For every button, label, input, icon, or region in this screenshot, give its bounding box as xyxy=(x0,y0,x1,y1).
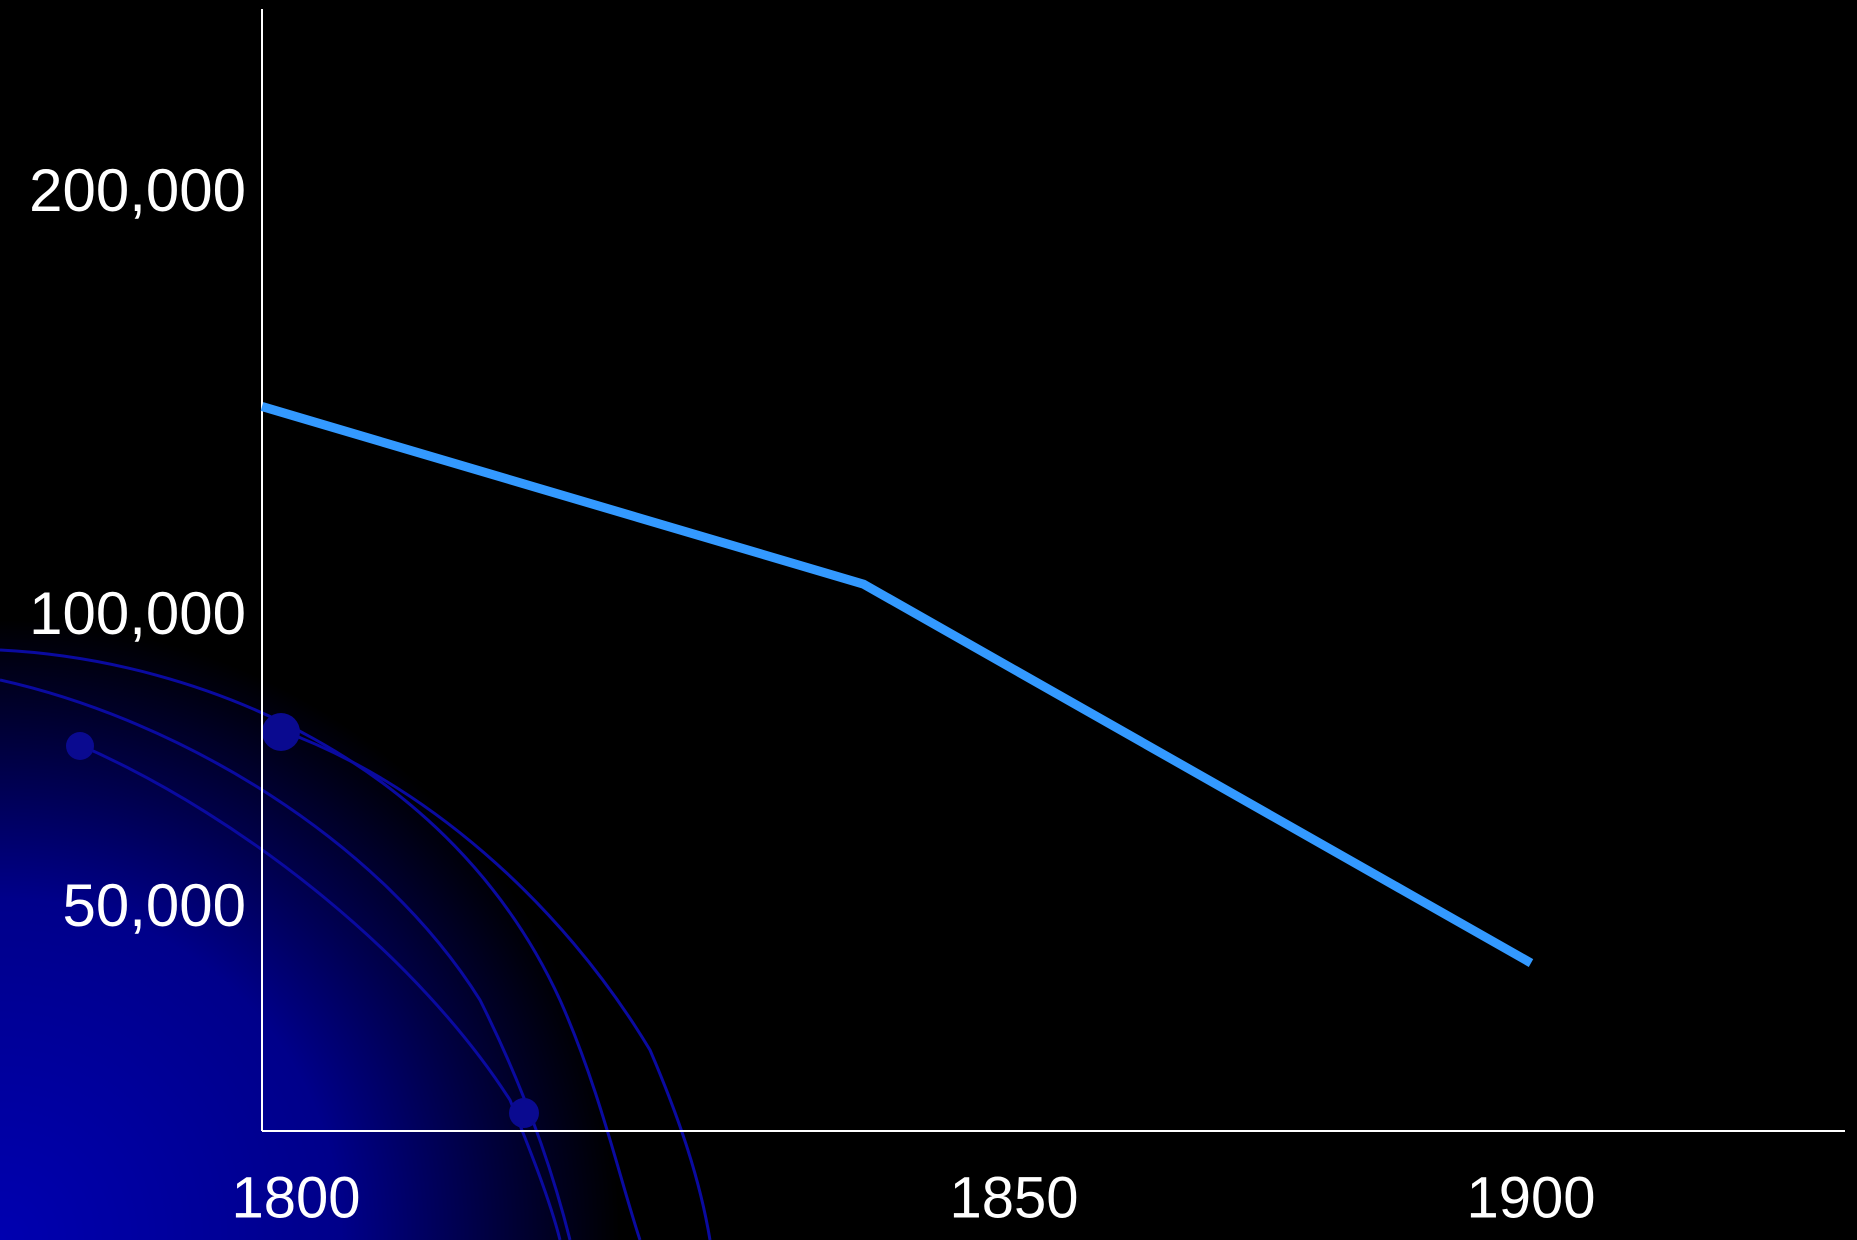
y-tick-label: 100,000 xyxy=(29,580,246,647)
chart: 50,000 100,000 200,000 1800 1850 1900 xyxy=(0,0,1857,1240)
y-tick-label: 50,000 xyxy=(62,872,246,939)
y-tick-label: 200,000 xyxy=(29,157,246,224)
x-tick-label: 1800 xyxy=(231,1165,360,1230)
x-tick-label: 1900 xyxy=(1466,1165,1595,1230)
x-tick-label: 1850 xyxy=(949,1165,1078,1230)
